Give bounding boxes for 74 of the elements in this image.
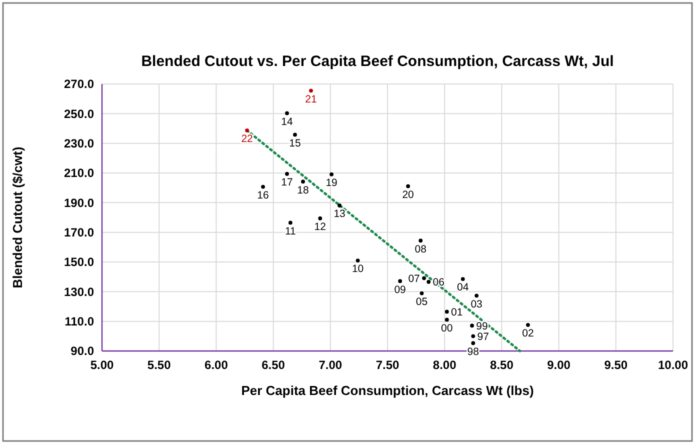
point xyxy=(406,184,410,188)
x-tick-label: 6.50 xyxy=(262,358,286,372)
annotation: 01 xyxy=(451,306,463,318)
point xyxy=(444,318,449,322)
point xyxy=(471,334,476,338)
point xyxy=(444,310,449,314)
point xyxy=(245,128,249,132)
chart-title: Blended Cutout vs. Per Capita Beef Consumption, Carcass Wt, Jul xyxy=(141,53,614,70)
y-tick-label: 130.0 xyxy=(64,284,94,299)
point xyxy=(288,220,292,225)
y-tick-label: 210.0 xyxy=(64,166,94,180)
x-tick-label: 9.00 xyxy=(547,358,571,372)
point xyxy=(338,204,342,208)
x-axis-title: Per Capita Beef Consumption, Carcass Wt (lbs) xyxy=(241,383,534,398)
annotation: 14 xyxy=(281,116,293,128)
point xyxy=(471,341,476,346)
point xyxy=(356,258,360,262)
point xyxy=(301,180,305,184)
point xyxy=(420,291,424,296)
x-tick-label: 9.50 xyxy=(604,358,628,372)
point xyxy=(398,279,402,284)
annotation: 13 xyxy=(334,208,346,220)
y-tick-label: 250.0 xyxy=(64,106,94,121)
point xyxy=(470,324,474,328)
y-tick-label: 170.0 xyxy=(64,226,94,240)
annotation: 07 xyxy=(408,272,420,285)
annotation: 12 xyxy=(314,221,326,234)
annotation: 17 xyxy=(281,176,293,189)
y-axis-title: Blended Cutout ($/cwt) xyxy=(10,146,25,288)
annotation: 09 xyxy=(394,284,406,296)
point xyxy=(285,111,289,116)
x-tick-label: 5.00 xyxy=(90,358,114,372)
annotation: 05 xyxy=(416,296,428,308)
point xyxy=(426,280,431,284)
point xyxy=(318,216,322,220)
point xyxy=(474,294,479,298)
point xyxy=(293,132,297,137)
annotation: 08 xyxy=(414,243,427,256)
annotation: 20 xyxy=(402,188,414,201)
point xyxy=(285,172,289,176)
point xyxy=(460,277,465,282)
y-tick-label: 270.0 xyxy=(64,77,94,92)
annotation: 02 xyxy=(522,328,534,340)
point xyxy=(422,276,426,280)
x-tick-label: 8.50 xyxy=(490,358,514,372)
annotation: 04 xyxy=(457,282,469,294)
annotation: 10 xyxy=(352,263,364,276)
annotation: 99 xyxy=(476,320,488,332)
point xyxy=(261,184,265,189)
point xyxy=(526,322,530,327)
annotation: 21 xyxy=(305,93,317,106)
annotation: 22 xyxy=(241,133,254,146)
x-tick-label: 7.00 xyxy=(318,358,342,372)
annotation: 00 xyxy=(441,322,453,334)
annotation: 19 xyxy=(326,177,338,190)
point xyxy=(418,238,423,243)
y-tick-label: 90.0 xyxy=(70,344,94,358)
point xyxy=(309,88,313,93)
x-tick-label: 6.00 xyxy=(204,358,228,372)
annotation: 18 xyxy=(297,184,309,196)
point xyxy=(330,172,334,176)
y-tick-label: 150.0 xyxy=(64,255,94,270)
y-tick-label: 190.0 xyxy=(64,196,94,210)
y-tick-label: 230.0 xyxy=(64,136,94,151)
y-tick-label: 110.0 xyxy=(64,314,94,329)
annotation: 97 xyxy=(477,330,490,343)
x-tick-label: 7.50 xyxy=(376,358,400,372)
x-tick-label: 8.00 xyxy=(432,358,457,372)
annotation: 16 xyxy=(257,189,270,202)
annotation: 03 xyxy=(470,298,483,310)
x-tick-label: 5.50 xyxy=(147,358,172,372)
annotation: 11 xyxy=(284,225,296,238)
annotation: 15 xyxy=(289,137,301,150)
x-tick-label: 10.00 xyxy=(658,358,688,372)
